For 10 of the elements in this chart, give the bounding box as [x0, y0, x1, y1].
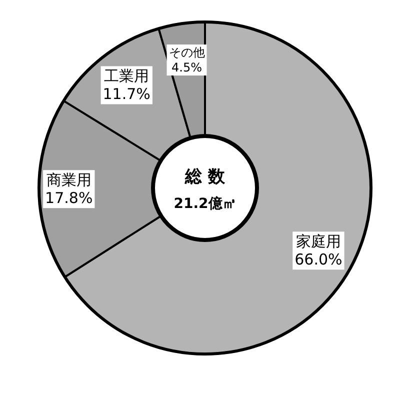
slice-label: その他 — [168, 46, 205, 60]
data-label: 11.7% — [102, 85, 150, 104]
data-label: 17.8% — [45, 189, 93, 208]
slice-label: 家庭用 — [296, 232, 341, 251]
data-label: 4.5% — [172, 60, 202, 75]
slice-label: 商業用 — [46, 171, 92, 190]
text: 総 数 — [184, 167, 226, 187]
slice-label: 工業用 — [104, 67, 150, 86]
data-label: 66.0% — [294, 250, 342, 269]
text: 21.2億㎥ — [174, 195, 236, 212]
